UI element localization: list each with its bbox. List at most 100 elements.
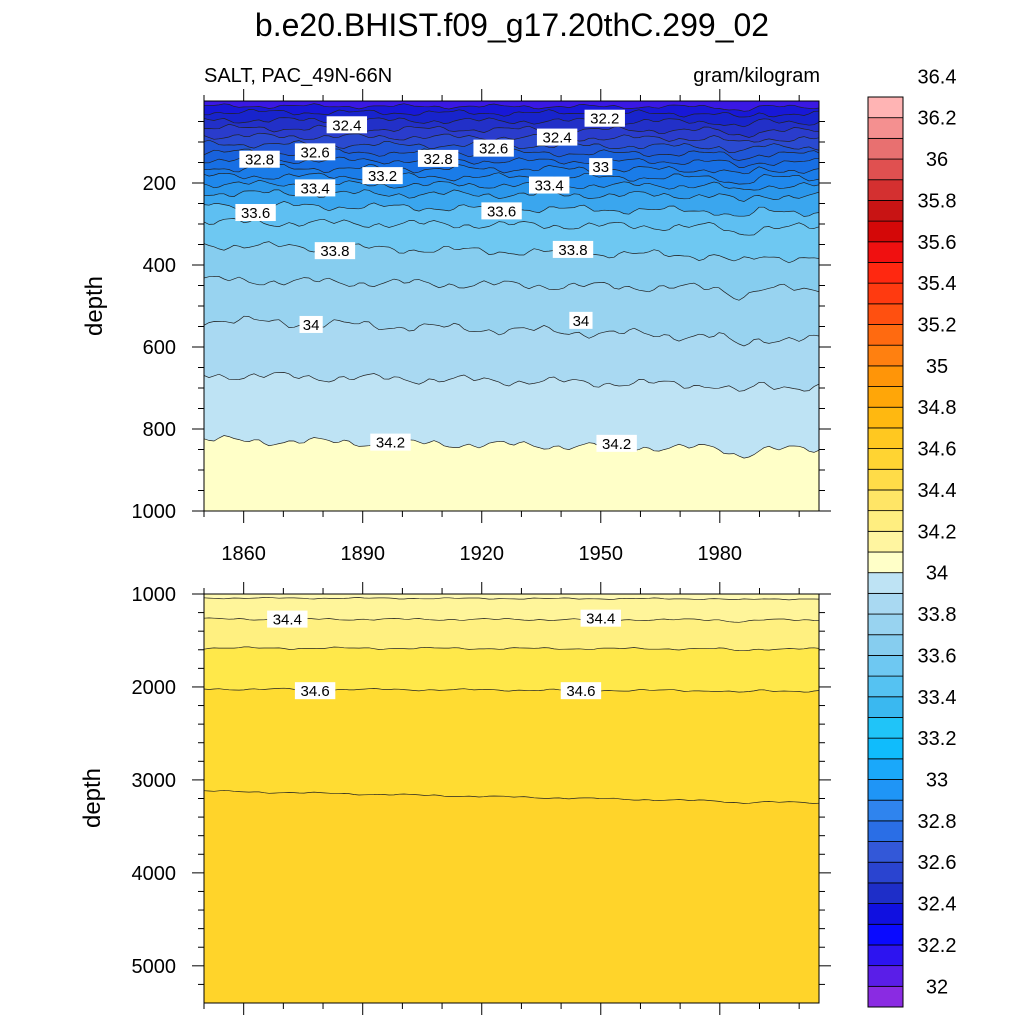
upper-contour-line-15 (204, 123, 819, 138)
upper-contour-label-box-13 (314, 242, 356, 260)
lower-contour-label-2: 34.6 (294, 682, 336, 700)
colorbar-swatch-27 (867, 427, 904, 449)
colorbar-level-label-21: 36.2 (918, 108, 957, 130)
upper-axis-ticks: 200 400 600 800 1000 (132, 89, 831, 523)
upper-contour-line-10 (204, 163, 819, 175)
colorbar-swatch-6 (867, 861, 904, 884)
colorbar-level-label-9: 33.8 (918, 604, 957, 626)
upper-contour-label-box-5 (473, 139, 514, 157)
upper-contour-label-text-17: 34.2 (376, 435, 405, 452)
upper-contour-label-text-6: 32.8 (423, 151, 452, 168)
colorbar-swatch-30 (867, 365, 904, 387)
lower-band-4 (204, 594, 819, 600)
upper-contour-label-6: 32.8 (417, 149, 459, 168)
lower-contour-label-text-2: 34.6 (300, 683, 329, 700)
colorbar-swatch-19 (867, 592, 904, 615)
colorbar-level-label-5: 33 (926, 770, 948, 792)
upper-contour-label-box-12 (481, 202, 522, 220)
colorbar-swatch-32 (867, 324, 904, 346)
colorbar-swatch-5 (867, 882, 904, 904)
colorbar-level-label-18: 35.6 (918, 232, 957, 254)
upper-contour-label-2: 32.4 (536, 128, 578, 147)
colorbar-swatch-0 (867, 985, 904, 1008)
colorbar-swatch-34 (867, 282, 904, 305)
upper-y-tick-label-3: 800 (143, 419, 176, 441)
colorbar-level-label-11: 34.2 (918, 521, 957, 543)
upper-contour-label-1: 32.2 (584, 109, 625, 128)
upper-contour-label-16: 34 (569, 311, 593, 330)
upper-contour-label-box-11 (235, 204, 276, 222)
upper-contour-label-text-14: 33.8 (558, 242, 587, 259)
colorbar-swatch-7 (867, 841, 904, 863)
upper-y-axis-title: depth (81, 276, 108, 336)
colorbar-swatch-29 (867, 386, 904, 408)
lower-contour-label-box-3 (560, 682, 602, 700)
colorbar-swatch-40 (867, 158, 904, 181)
upper-contour-label-text-16: 34 (573, 313, 590, 330)
upper-contour-label-text-12: 33.6 (487, 203, 516, 220)
lower-contour-label-box-1 (580, 609, 621, 627)
lower-axis-ticks: 1000 2000 3000 4000 5000 (132, 582, 831, 1015)
colorbar-level-label-10: 34 (926, 563, 948, 585)
colorbar-swatch-41 (867, 137, 904, 160)
colorbar-level-label-1: 32.2 (918, 935, 957, 957)
upper-y-tick-label-4: 1000 (132, 501, 177, 523)
upper-contour-label-box-10 (528, 176, 570, 194)
upper-contour-label-box-17 (370, 433, 411, 451)
upper-contour-label-text-13: 33.8 (320, 243, 349, 260)
upper-contour-label-box-4 (294, 143, 336, 161)
colorbar-swatch-24 (867, 489, 904, 512)
colorbar-swatch-2 (867, 944, 904, 967)
upper-contour-label-4: 32.6 (294, 143, 336, 161)
x-tick-label-2: 1920 (459, 543, 504, 565)
upper-contour-label-text-15: 34 (303, 317, 320, 334)
lower-panel: 1000 2000 3000 4000 5000 34.4 34.4 34.6 34.6 de… (79, 582, 831, 1015)
colorbar-level-label-12: 34.4 (918, 480, 957, 502)
colorbar-swatch-37 (867, 220, 904, 243)
colorbar-level-label-6: 33.2 (918, 728, 957, 750)
colorbar-swatch-31 (867, 344, 904, 367)
upper-contour-line-14 (204, 132, 819, 143)
upper-contour-label-box-6 (417, 149, 459, 167)
upper-contour-labels: 32.4 32.2 32.4 32.8 32.6 32.6 32.8 33 33.2 33.4 33… (235, 109, 637, 453)
colorbar-swatch-42 (867, 117, 904, 139)
lower-contour-line-2 (204, 646, 819, 652)
upper-contour-label-text-1: 32.2 (590, 111, 619, 128)
colorbar-swatch-36 (867, 241, 904, 263)
upper-contour-label-text-11: 33.6 (241, 205, 270, 222)
lower-fill-bands (204, 594, 819, 1003)
upper-contour-line-5 (204, 218, 819, 236)
colorbar-swatch-9 (867, 799, 904, 822)
upper-contour-line-16 (204, 117, 819, 128)
colorbar-level-label-17: 35.4 (918, 273, 957, 295)
upper-contour-line-1 (204, 372, 819, 392)
upper-contour-label-box-9 (294, 179, 336, 197)
upper-contour-label-box-0 (326, 116, 368, 134)
x-axis-tick-labels: 1860 1890 1920 1950 1980 (221, 543, 742, 565)
colorbar-swatch-17 (867, 634, 904, 656)
x-tick-label-0: 1860 (221, 543, 266, 565)
lower-y-tick-label-2: 3000 (132, 770, 177, 792)
upper-contour-label-15: 34 (299, 315, 323, 334)
upper-contour-label-box-14 (552, 240, 594, 258)
colorbar-frame (867, 96, 904, 1008)
upper-contour-label-18: 34.2 (596, 434, 637, 453)
lower-y-tick-label-0: 1000 (132, 584, 177, 606)
upper-contour-label-5: 32.6 (473, 139, 514, 158)
x-tick-label-4: 1980 (698, 543, 743, 565)
colorbar-swatch-11 (867, 758, 904, 780)
colorbar-swatch-12 (867, 737, 904, 760)
upper-contour-label-box-1 (584, 109, 625, 127)
colorbar-level-label-14: 34.8 (918, 397, 957, 419)
upper-contour-label-box-15 (299, 315, 323, 333)
upper-contour-label-8: 33.2 (362, 167, 403, 185)
colorbar-swatch-22 (867, 530, 904, 553)
x-tick-label-3: 1950 (579, 543, 624, 565)
upper-contour-label-10: 33.4 (528, 176, 570, 195)
lower-contour-label-1: 34.4 (580, 609, 621, 628)
lower-contour-label-0: 34.4 (267, 610, 308, 629)
figure-title: b.e20.BHIST.f09_g17.20thC.299_02 (255, 7, 769, 43)
upper-y-tick-label-2: 600 (143, 337, 176, 359)
upper-contour-line-18 (204, 103, 819, 112)
